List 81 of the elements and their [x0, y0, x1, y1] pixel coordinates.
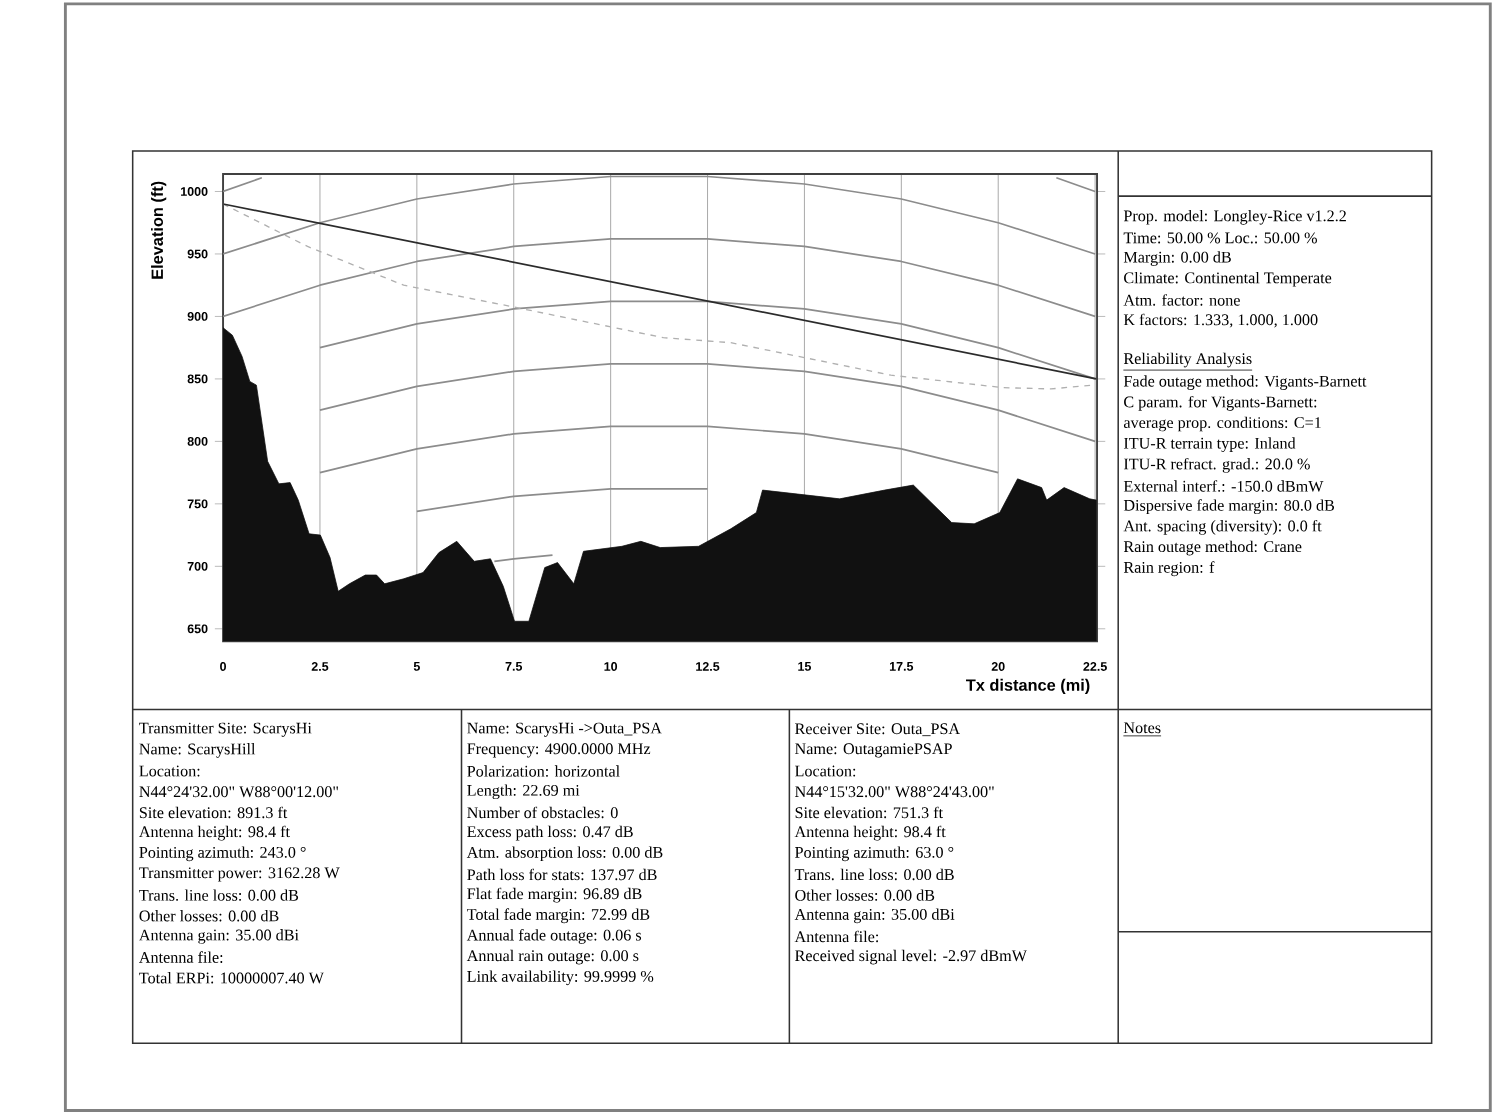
text: Climate: Continental Temperate [1124, 271, 1332, 287]
text: Received signal level: -2.97 dBmW [795, 949, 1027, 965]
text: Path loss for stats: 137.97 dB [467, 868, 657, 881]
text: Pointing azimuth: 63.0 ° [795, 846, 954, 861]
text: Site elevation: 751.3 ft [795, 806, 943, 819]
text: Name: ScarysHi ->Outa_PSA [467, 722, 662, 737]
text: Length: 22.69 mi [467, 784, 580, 799]
text: Trans. line loss: 0.00 dB [139, 889, 299, 901]
text: Other losses: 0.00 dB [795, 889, 935, 901]
x-tick-label: 7.5 [505, 661, 523, 671]
text: Ant. spacing (diversity): 0.0 ft [1123, 519, 1322, 535]
text: ITU-R terrain type: Inland [1123, 437, 1296, 452]
text: Site elevation: 891.3 ft [139, 806, 288, 819]
text: Annual fade outage: 0.06 s [466, 928, 642, 944]
text: Antenna gain: 35.00 dBi [138, 928, 299, 944]
x-axis-title: Tx distance (mi) [966, 678, 1090, 694]
text: Flat fade margin: 96.89 dB [467, 887, 642, 903]
line-series [223, 237, 1096, 318]
text: Reliability Analysis [1123, 352, 1252, 368]
text: Antenna height: 98.4 ft [794, 825, 946, 841]
text: Antenna height: 98.4 ft [138, 825, 290, 841]
text: Name: OutagamiePSAP [795, 743, 952, 758]
y-tick-label: 850 [187, 374, 208, 384]
text: Receiver Site: Outa_PSA [795, 723, 960, 736]
y-tick-label: 1000 [181, 186, 208, 196]
text: Trans. line loss: 0.00 dB [794, 868, 954, 881]
x-tick-label: 0 [220, 661, 227, 671]
text: External interf.: -150.0 dBmW [1123, 480, 1324, 492]
y-tick-label: 900 [187, 311, 208, 321]
text: N44°24'32.00" W88°00'12.00" [139, 786, 338, 798]
text: Fade outage method: Vigants-Barnett [1123, 375, 1367, 390]
text: Antenna gain: 35.00 dBi [794, 908, 955, 923]
text: Rain region: f [1123, 561, 1215, 576]
y-tick-label: 750 [187, 499, 208, 509]
y-tick-label: 800 [187, 436, 208, 446]
x-tick-label: 15 [798, 661, 812, 671]
text: Atm. factor: none [1123, 294, 1240, 306]
text: Number of obstacles: 0 [467, 806, 618, 819]
text: Annual rain outage: 0.00 s [466, 949, 639, 965]
text: Antenna file: [138, 951, 223, 963]
text: Notes [1123, 722, 1161, 734]
x-tick-label: 22.5 [1083, 661, 1107, 671]
x-tick-label: 17.5 [889, 661, 914, 671]
text: Frequency: 4900.0000 MHz [467, 743, 651, 758]
text: Transmitter Site: ScarysHi [139, 722, 312, 737]
x-tick-label: 20 [991, 661, 1005, 671]
text: C param. for Vigants-Barnett: [1124, 395, 1317, 411]
y-axis-title: Elevation (ft) [151, 181, 167, 279]
y-tick-label: 950 [187, 249, 208, 259]
line-series [319, 362, 1096, 443]
text: Time: 50.00 % Loc.: 50.00 % [1123, 232, 1317, 244]
text: Antenna file: [794, 930, 879, 943]
text: Atm. absorption loss: 0.00 dB [466, 846, 663, 861]
text: Name: ScarysHill [139, 742, 256, 758]
text: K factors: 1.333, 1.000, 1.000 [1123, 313, 1318, 328]
text: Location: [795, 765, 856, 777]
text: Total ERPi: 10000007.40 W [139, 971, 324, 984]
text: Margin: 0.00 dB [1123, 251, 1231, 266]
text: Excess path loss: 0.47 dB [467, 825, 633, 841]
text: Link availability: 99.9999 % [467, 970, 654, 985]
x-tick-label: 12.5 [696, 661, 720, 671]
text: Pointing azimuth: 243.0 ° [139, 846, 306, 861]
text: Transmitter power: 3162.28 W [139, 867, 340, 882]
line-series [223, 175, 1096, 255]
text: Polarization: horizontal [467, 765, 620, 777]
text: ITU-R refract. grad.: 20.0 % [1123, 457, 1310, 473]
y-tick-label: 700 [187, 561, 208, 571]
x-tick-label: 5 [413, 661, 420, 671]
text: Prop. model: Longley-Rice v1.2.2 [1123, 209, 1346, 225]
text: Location: [139, 765, 200, 777]
text: Total fade margin: 72.99 dB [467, 908, 650, 924]
text: N44°15'32.00" W88°24'43.00" [795, 786, 994, 798]
text: Dispersive fade margin: 80.0 dB [1123, 499, 1335, 514]
y-tick-label: 650 [187, 624, 208, 634]
line-series [319, 425, 1000, 474]
text: Rain outage method: Crane [1123, 540, 1302, 556]
text: average prop. conditions: C=1 [1123, 416, 1321, 432]
x-tick-label: 2.5 [311, 661, 329, 671]
line-series [319, 300, 1096, 380]
text: Other losses: 0.00 dB [139, 909, 279, 922]
x-tick-label: 10 [604, 661, 618, 671]
